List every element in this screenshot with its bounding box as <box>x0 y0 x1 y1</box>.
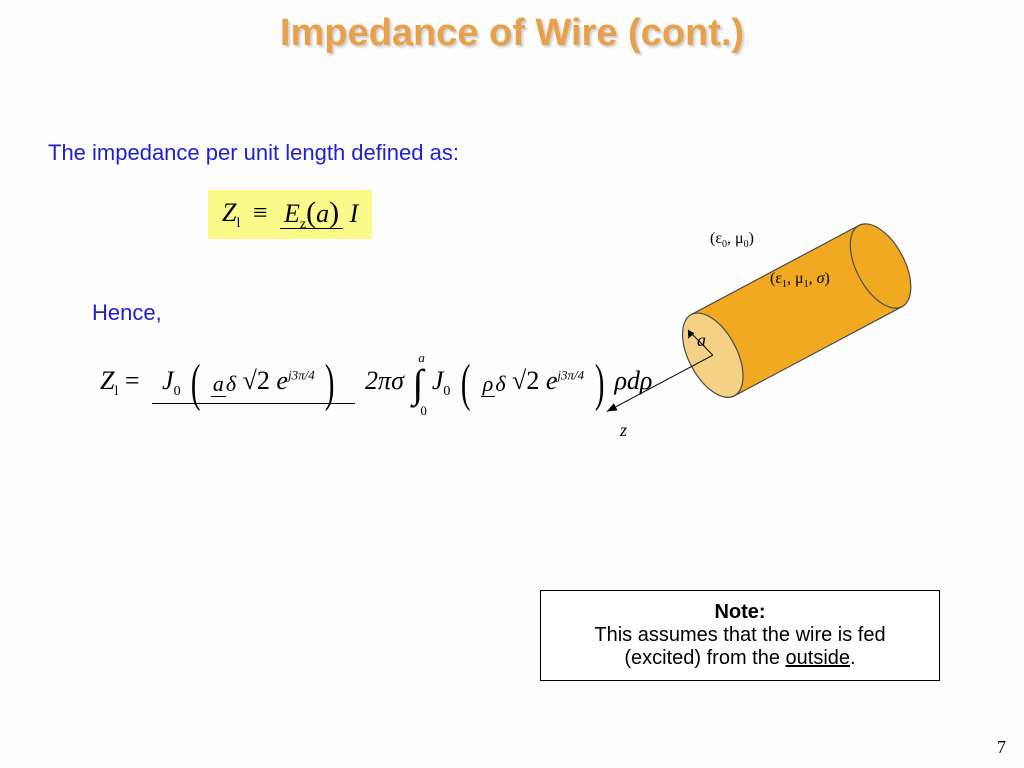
equation-definition: Zl ≡ Ez(a) I <box>208 190 372 239</box>
note-heading: Note: <box>714 601 765 623</box>
equation-result: Zl = J0 ( aδ √2 ej3π/4 ) 2πσ ∫a0 J0 ( ρδ… <box>100 360 662 407</box>
hence-text: Hence, <box>92 300 162 326</box>
label-axis-z: z <box>620 420 627 441</box>
note-period: . <box>850 647 856 669</box>
slide-title: Impedance of Wire (cont.) <box>0 0 1024 55</box>
eq1-lhs: Zl <box>222 198 240 227</box>
wire-cylinder-diagram <box>600 180 980 480</box>
eq1-fraction: Ez(a) I <box>280 196 358 233</box>
label-epsilon1: (ε1, μ1, σ) <box>770 270 830 290</box>
page-number: 7 <box>997 737 1006 758</box>
note-underlined: outside <box>786 647 851 669</box>
note-line2a: (excited) from the <box>624 647 785 669</box>
intro-text: The impedance per unit length defined as… <box>48 140 459 166</box>
label-epsilon0: (ε0, μ0) <box>710 230 754 250</box>
equiv-sign: ≡ <box>247 198 274 227</box>
note-line1: This assumes that the wire is fed <box>594 624 885 646</box>
note-box: Note: This assumes that the wire is fed … <box>540 590 940 681</box>
label-radius-a: a <box>697 330 706 351</box>
